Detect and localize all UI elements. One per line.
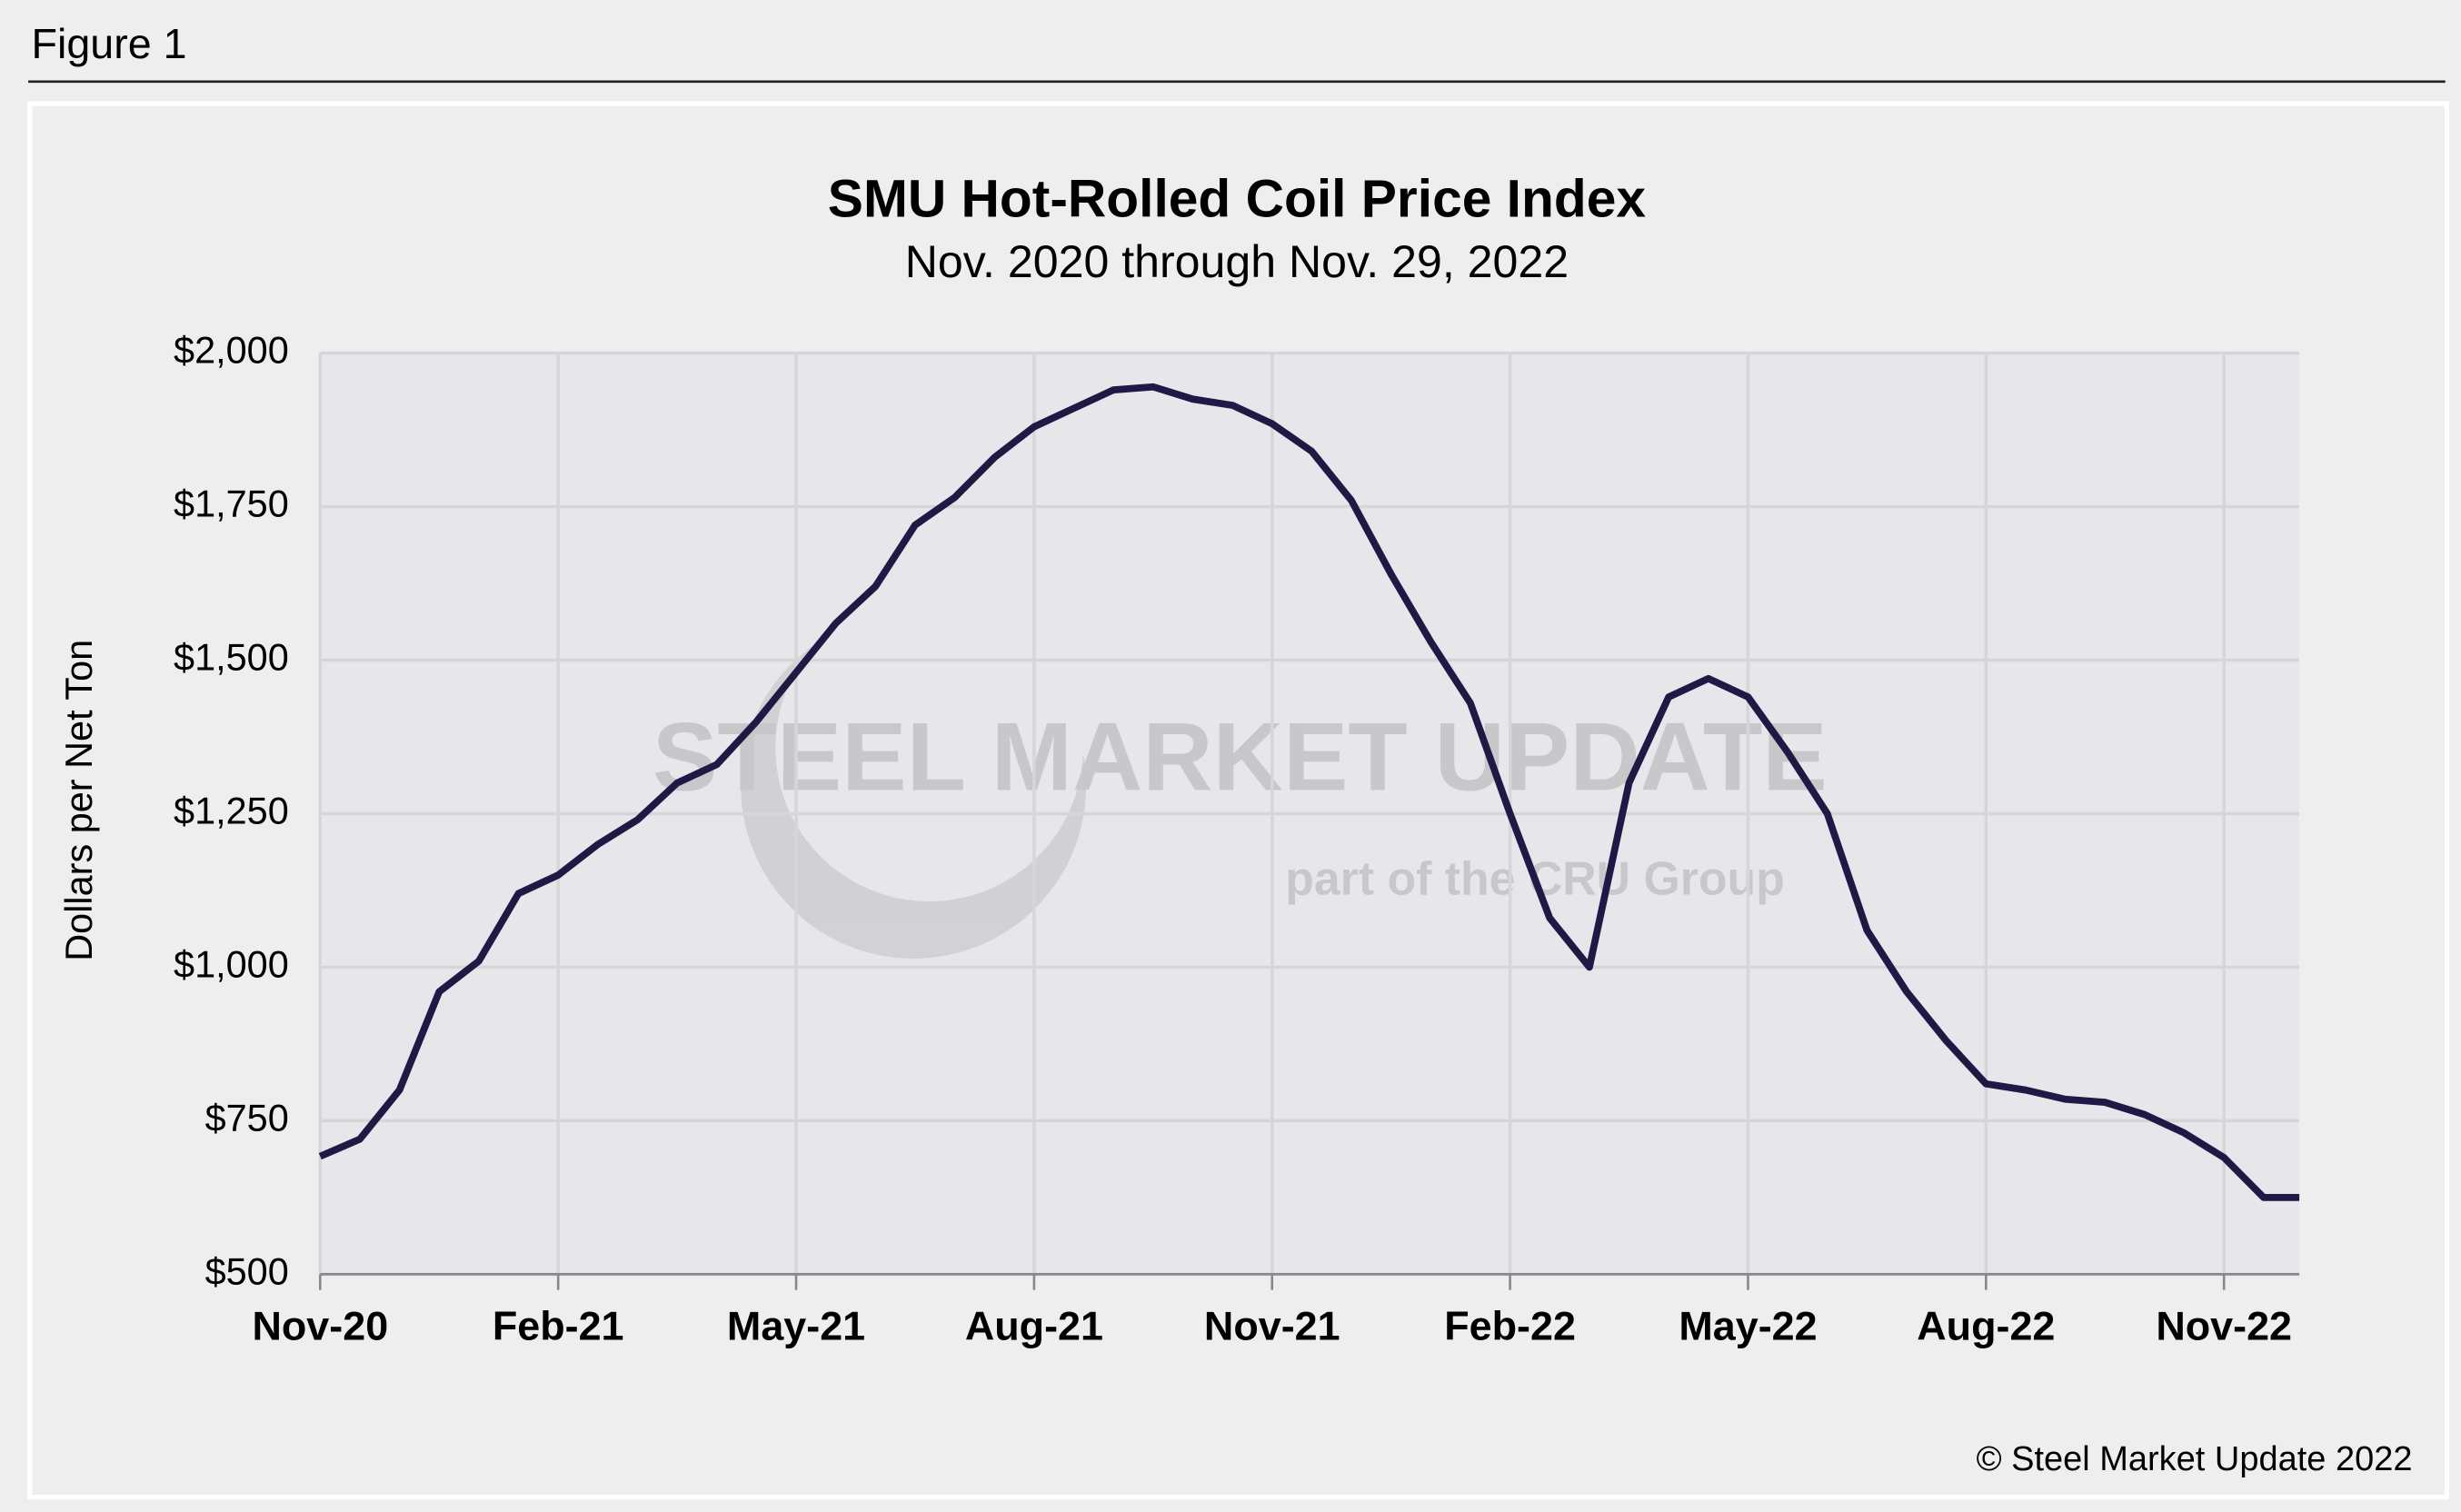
y-tick-label: $1,000: [174, 942, 289, 985]
x-tick-label: Nov-20: [252, 1303, 388, 1349]
x-tick-label: May-21: [727, 1303, 865, 1349]
y-tick-label: $1,750: [174, 482, 289, 524]
x-tick-label: Aug-22: [1917, 1303, 2055, 1349]
watermark: STEEL MARKET UPDATE part of the CRU Grou…: [653, 643, 1828, 959]
watermark-arc: [741, 643, 1087, 959]
y-axis-label: Dollars per Net Ton: [57, 640, 100, 961]
y-tick-label: $2,000: [174, 329, 289, 372]
y-tick-label: $750: [205, 1096, 289, 1139]
y-tick-label: $500: [205, 1249, 289, 1292]
x-tick-label: Aug-21: [965, 1303, 1103, 1349]
source-note: © Steel Market Update 2022: [1977, 1440, 2413, 1478]
plot-layer: $500 $750 $1,000 $1,250 $1,500 $1,750 $2,000 No…: [174, 329, 2300, 1349]
x-tick-label: May-22: [1679, 1303, 1817, 1349]
series-line: [318, 383, 2300, 1201]
y-tick-label: $1,500: [174, 635, 289, 678]
figure-label: Figure 1: [32, 20, 187, 67]
x-tick-label: Nov-22: [2156, 1303, 2292, 1349]
chart-subtitle: Nov. 2020 through Nov. 29, 2022: [905, 236, 1569, 287]
x-tick-label: Feb-21: [493, 1303, 624, 1349]
x-tick-label: Feb-22: [1444, 1303, 1576, 1349]
y-tick-label: $1,250: [174, 789, 289, 831]
watermark-text: STEEL MARKET UPDATE: [653, 701, 1828, 811]
chart-title: SMU Hot-Rolled Coil Price Index: [828, 169, 1647, 228]
x-tick-label: Nov-21: [1204, 1303, 1340, 1349]
